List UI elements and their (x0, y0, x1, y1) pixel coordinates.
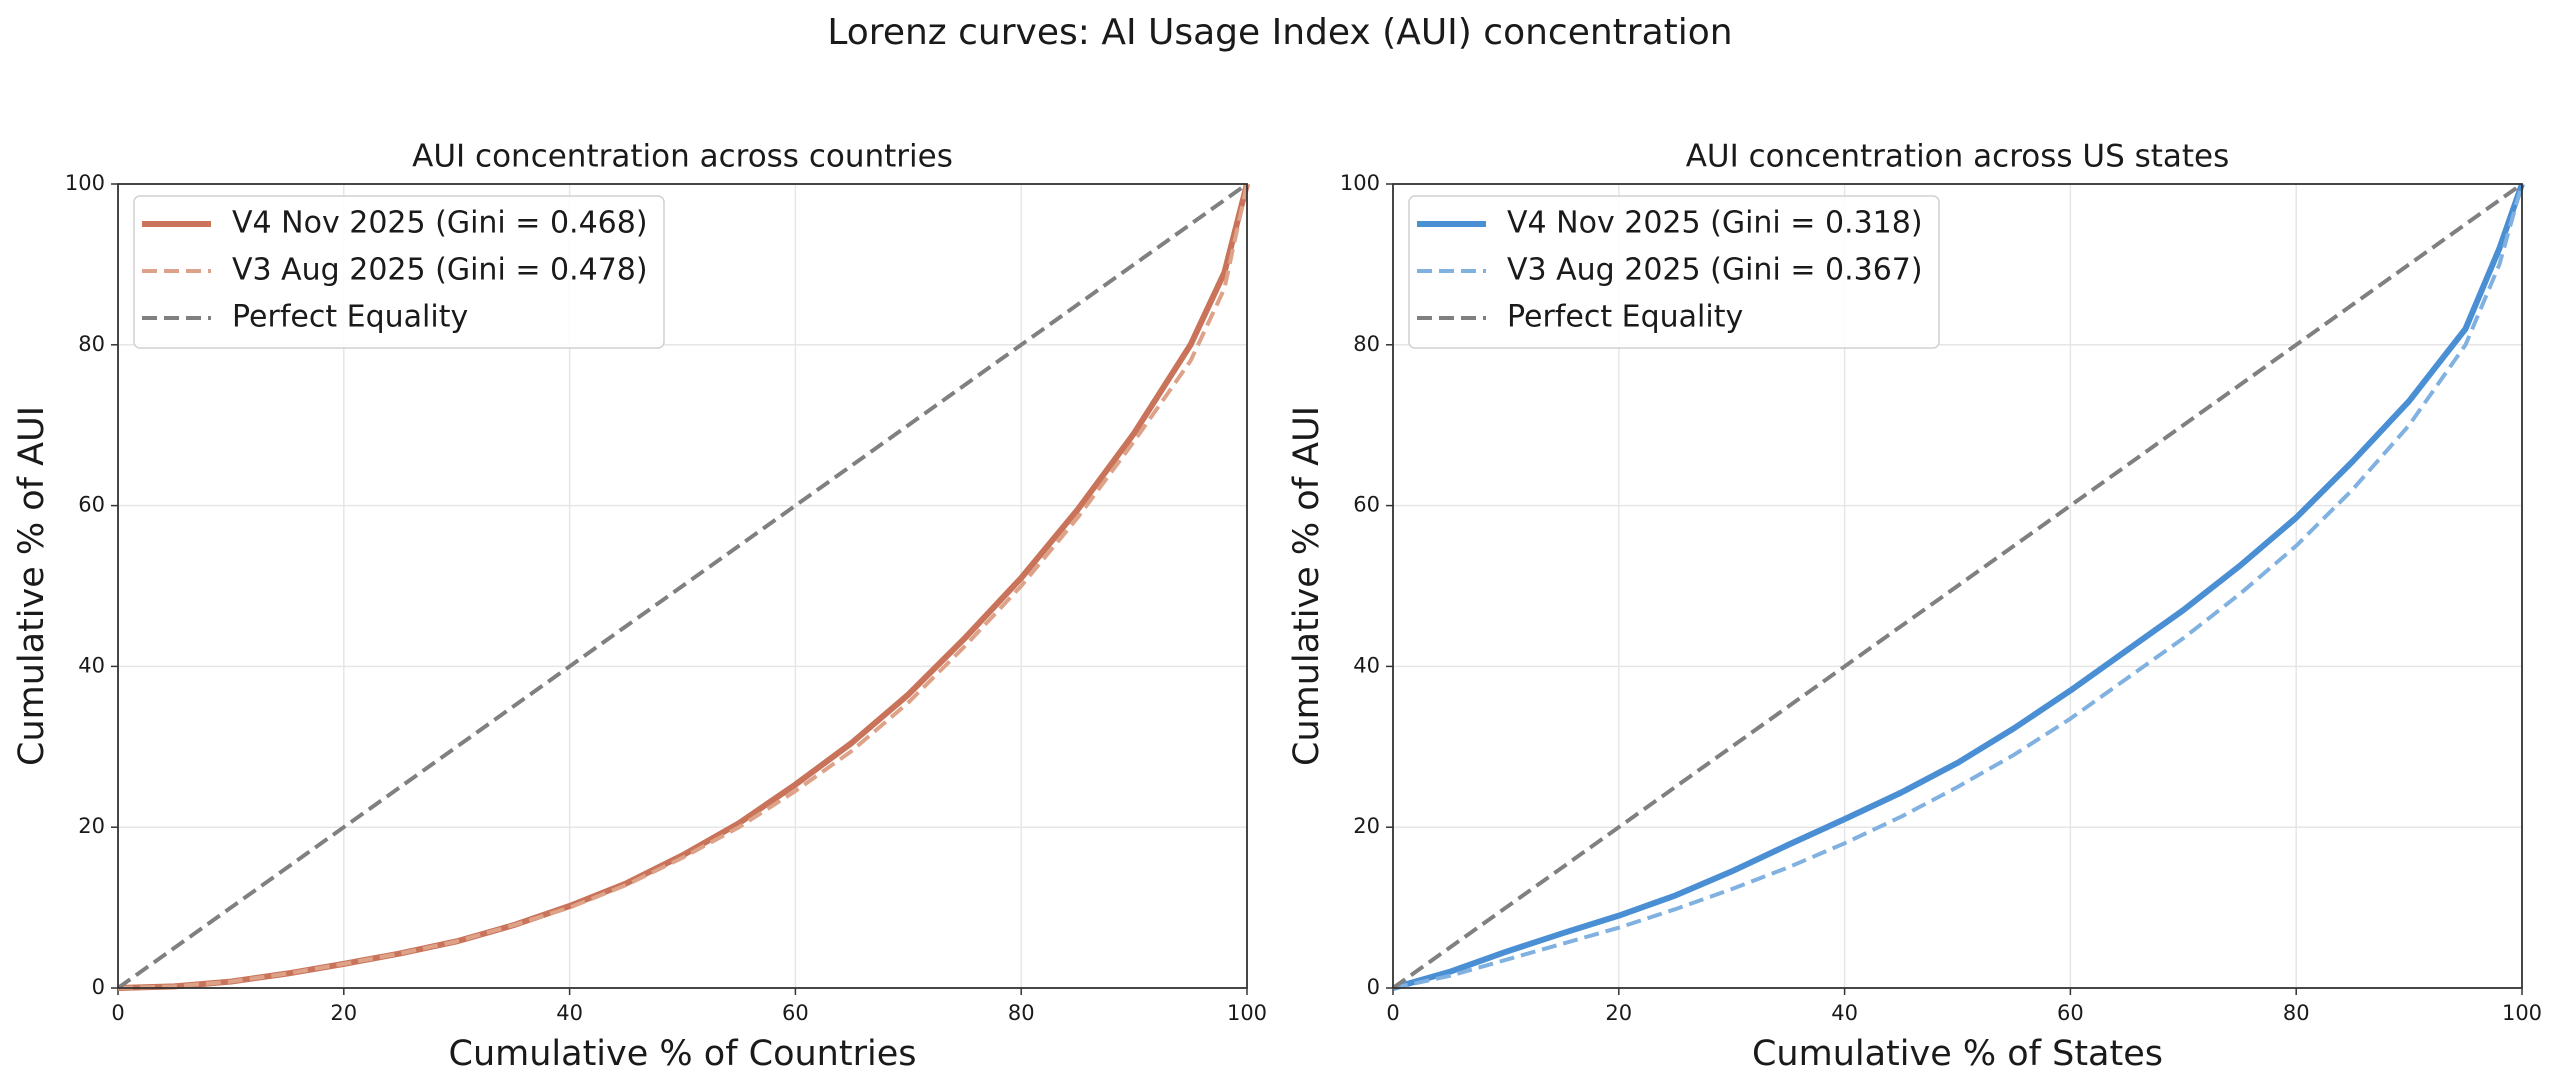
plot-frame (117, 183, 1248, 989)
x-tick-label: 20 (330, 1001, 357, 1025)
legend: V4 Nov 2025 (Gini = 0.468) V3 Aug 2025 (G… (133, 195, 665, 349)
x-tick-label: 60 (782, 1001, 809, 1025)
x-tick-label: 40 (556, 1001, 583, 1025)
y-tick-label: 0 (1367, 975, 1380, 999)
series-line (1391, 182, 2524, 990)
figure-title: Lorenz curves: AI Usage Index (AUI) conc… (827, 12, 1732, 53)
x-tick-label: 80 (2283, 1001, 2310, 1025)
series-line (117, 183, 1249, 990)
y-tick-label: 20 (1353, 814, 1380, 838)
subplot-title: AUI concentration across countries (412, 139, 953, 175)
y-tick-label: 40 (78, 653, 105, 677)
y-tick-label: 40 (1353, 653, 1380, 677)
series-line (1392, 183, 2524, 990)
y-tick-label: 60 (78, 493, 105, 517)
y-tick-label: 100 (65, 171, 105, 195)
legend-label: V3 Aug 2025 (Gini = 0.478) (232, 253, 648, 288)
y-axis-label: Cumulative % of AUI (12, 406, 52, 766)
subplot-title: AUI concentration across US states (1686, 139, 2230, 175)
legend-label: V4 Nov 2025 (Gini = 0.318) (1507, 206, 1923, 241)
subplot: AUI concentration across US states 0 20 40 6… (1287, 139, 2542, 1075)
x-axis-label: Cumulative % of States (1752, 1034, 2163, 1074)
x-tick-label: 80 (1008, 1001, 1035, 1025)
x-tick-label: 100 (1227, 1001, 1267, 1025)
series-line (1392, 183, 2525, 991)
y-tick-label: 100 (1340, 171, 1380, 195)
legend-box (133, 195, 665, 349)
x-tick-label: 0 (1386, 1001, 1399, 1025)
y-tick-label: 80 (1353, 332, 1380, 356)
legend-label: V4 Nov 2025 (Gini = 0.468) (232, 206, 648, 241)
x-tick-label: 20 (1605, 1001, 1632, 1025)
x-tick-label: 100 (2502, 1001, 2542, 1025)
x-tick-label: 40 (1831, 1001, 1858, 1025)
x-tick-label: 0 (111, 1001, 124, 1025)
y-tick-label: 80 (78, 332, 105, 356)
legend-label: V3 Aug 2025 (Gini = 0.367) (1507, 253, 1923, 288)
legend-label: Perfect Equality (232, 300, 468, 335)
y-axis-label: Cumulative % of AUI (1287, 406, 1327, 766)
y-tick-label: 20 (78, 814, 105, 838)
x-tick-label: 60 (2057, 1001, 2084, 1025)
legend: V4 Nov 2025 (Gini = 0.318) V3 Aug 2025 (G… (1408, 195, 1940, 349)
series-line (116, 182, 1249, 990)
plot-frame (1392, 183, 2523, 989)
y-tick-label: 60 (1353, 493, 1380, 517)
subplot: AUI concentration across countries 0 20 40 6… (12, 139, 1267, 1075)
y-tick-label: 0 (92, 975, 105, 999)
x-axis-label: Cumulative % of Countries (449, 1034, 917, 1074)
legend-label: Perfect Equality (1507, 300, 1743, 335)
legend-box (1408, 195, 1940, 349)
